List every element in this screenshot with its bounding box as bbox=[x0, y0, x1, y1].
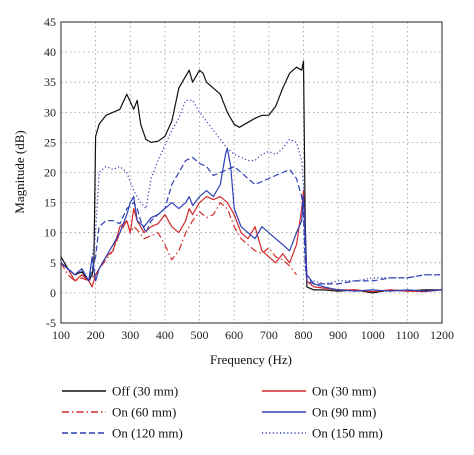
y-tick-label: 15 bbox=[44, 196, 56, 210]
x-axis-ticks: 100 200 300 400 500 600 700 800 900 1000 1100 1200 bbox=[52, 328, 454, 342]
legend-label: Off (30 mm) bbox=[112, 384, 178, 399]
legend-item-4: On (90 mm) bbox=[262, 405, 376, 420]
y-tick-label: 30 bbox=[44, 105, 56, 119]
y-tick-label: -5 bbox=[46, 316, 56, 330]
legend: Off (30 mm) On (30 mm) On (60 mm) On (90 mm… bbox=[62, 384, 383, 441]
x-tick-label: 800 bbox=[294, 328, 312, 342]
legend-item-2: On (30 mm) bbox=[262, 384, 376, 399]
x-tick-label: 500 bbox=[191, 328, 209, 342]
y-axis-title: Magnitude (dB) bbox=[12, 130, 27, 213]
x-tick-label: 400 bbox=[156, 328, 174, 342]
y-tick-label: 10 bbox=[44, 226, 56, 240]
x-tick-label: 700 bbox=[260, 328, 278, 342]
y-tick-label: 25 bbox=[44, 135, 56, 149]
y-tick-label: 20 bbox=[44, 166, 56, 180]
x-tick-label: 100 bbox=[52, 328, 70, 342]
legend-item-3: On (60 mm) bbox=[62, 405, 176, 420]
series-line-2 bbox=[60, 190, 443, 293]
y-tick-label: 5 bbox=[50, 256, 56, 270]
x-tick-label: 300 bbox=[121, 328, 139, 342]
x-tick-label: 1000 bbox=[361, 328, 385, 342]
y-tick-label: 40 bbox=[44, 45, 56, 59]
series-line-6 bbox=[60, 99, 442, 285]
legend-label: On (120 mm) bbox=[112, 426, 183, 441]
legend-label: On (150 mm) bbox=[312, 426, 383, 441]
y-tick-label: 0 bbox=[50, 286, 56, 300]
y-axis-ticks: -5 0 5 10 15 20 25 30 35 40 45 bbox=[44, 15, 56, 330]
legend-item-6: On (150 mm) bbox=[262, 426, 383, 441]
x-tick-label: 200 bbox=[87, 328, 105, 342]
legend-label: On (90 mm) bbox=[312, 405, 376, 420]
legend-label: On (30 mm) bbox=[312, 384, 376, 399]
x-tick-label: 1200 bbox=[430, 328, 454, 342]
series-line-5 bbox=[60, 156, 442, 285]
plot-frame bbox=[60, 21, 443, 324]
series-line-1 bbox=[60, 60, 442, 294]
x-tick-label: 900 bbox=[329, 328, 347, 342]
y-tick-label: 45 bbox=[44, 15, 56, 29]
legend-item-5: On (120 mm) bbox=[62, 426, 183, 441]
legend-label: On (60 mm) bbox=[112, 405, 176, 420]
x-tick-label: 1100 bbox=[396, 328, 420, 342]
series-layer bbox=[60, 60, 443, 294]
series-line-4 bbox=[60, 147, 443, 292]
y-tick-label: 35 bbox=[44, 75, 56, 89]
x-axis-title: Frequency (Hz) bbox=[210, 352, 292, 367]
x-tick-label: 600 bbox=[225, 328, 243, 342]
legend-item-1: Off (30 mm) bbox=[62, 384, 178, 399]
